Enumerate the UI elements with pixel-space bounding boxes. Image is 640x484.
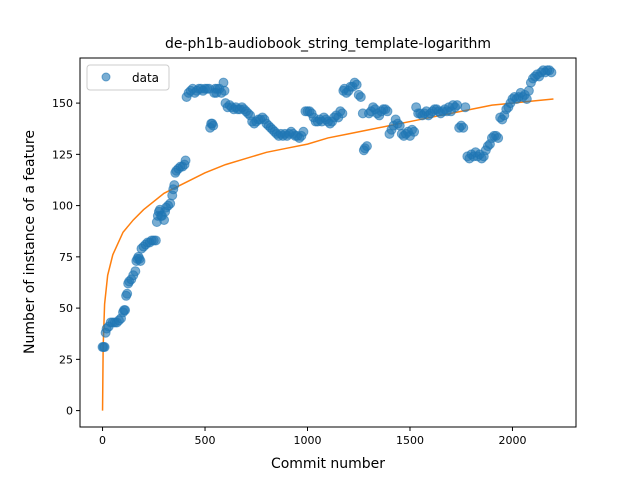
- data-point-21: [130, 266, 141, 277]
- data-point-199: [460, 102, 471, 113]
- x-tick-label-1500: 1500: [396, 434, 424, 447]
- data-point-118: [298, 126, 309, 137]
- points-layer: [97, 65, 557, 353]
- data-point-79: [219, 85, 230, 96]
- y-tick-label-75: 75: [59, 251, 73, 264]
- data-point-174: [409, 126, 420, 137]
- y-axis: 0 25 50 75 100 125 150: [52, 97, 80, 418]
- fit-layer: [101, 98, 554, 411]
- data-point-195: [452, 100, 463, 111]
- y-tick-label-125: 125: [52, 148, 73, 161]
- data-point-229: [521, 94, 532, 104]
- y-tick-label-100: 100: [52, 200, 73, 213]
- data-point-2: [99, 342, 110, 353]
- data-point-48: [169, 180, 180, 191]
- data-point-147: [355, 91, 366, 102]
- legend-label-data: data: [132, 71, 159, 85]
- data-point-198: [458, 122, 469, 133]
- data-point-215: [493, 132, 504, 143]
- x-tick-label-1000: 1000: [294, 434, 322, 447]
- data-point-41: [159, 214, 170, 225]
- data-point-167: [394, 120, 405, 131]
- legend-marker-data: [101, 72, 111, 82]
- data-point-151: [361, 141, 372, 152]
- data-point-16: [122, 288, 133, 299]
- y-tick-label-50: 50: [59, 302, 73, 315]
- data-point-161: [382, 106, 393, 117]
- data-point-26: [135, 255, 146, 266]
- fit-curve-line: [101, 98, 554, 411]
- data-point-137: [337, 108, 348, 119]
- data-point-230: [523, 85, 534, 96]
- plot-area-frame: [79, 57, 577, 428]
- data-point-78: [218, 77, 229, 88]
- x-tick-label-0: 0: [99, 434, 106, 447]
- data-point-145: [351, 79, 362, 90]
- data-point-34: [150, 235, 161, 246]
- data-point-14: [120, 305, 131, 316]
- x-axis-label: Commit number: [271, 456, 385, 472]
- y-tick-label-0: 0: [66, 405, 73, 418]
- y-axis-label: Number of instance of a feature: [22, 130, 38, 354]
- x-tick-label-2000: 2000: [498, 434, 526, 447]
- y-tick-label-150: 150: [52, 97, 73, 110]
- x-axis: 0 500 1000 1500 2000: [99, 427, 526, 447]
- x-tick-label-500: 500: [195, 434, 216, 447]
- y-tick-label-25: 25: [59, 353, 73, 366]
- data-point-71: [208, 120, 219, 131]
- data-point-55: [180, 155, 191, 166]
- data-point-241: [546, 67, 557, 78]
- legend-box: [86, 64, 170, 91]
- data-point-45: [165, 198, 176, 209]
- legend: data: [86, 64, 170, 91]
- chart-title: de-ph1b-audiobook_string_template-logari…: [165, 36, 491, 52]
